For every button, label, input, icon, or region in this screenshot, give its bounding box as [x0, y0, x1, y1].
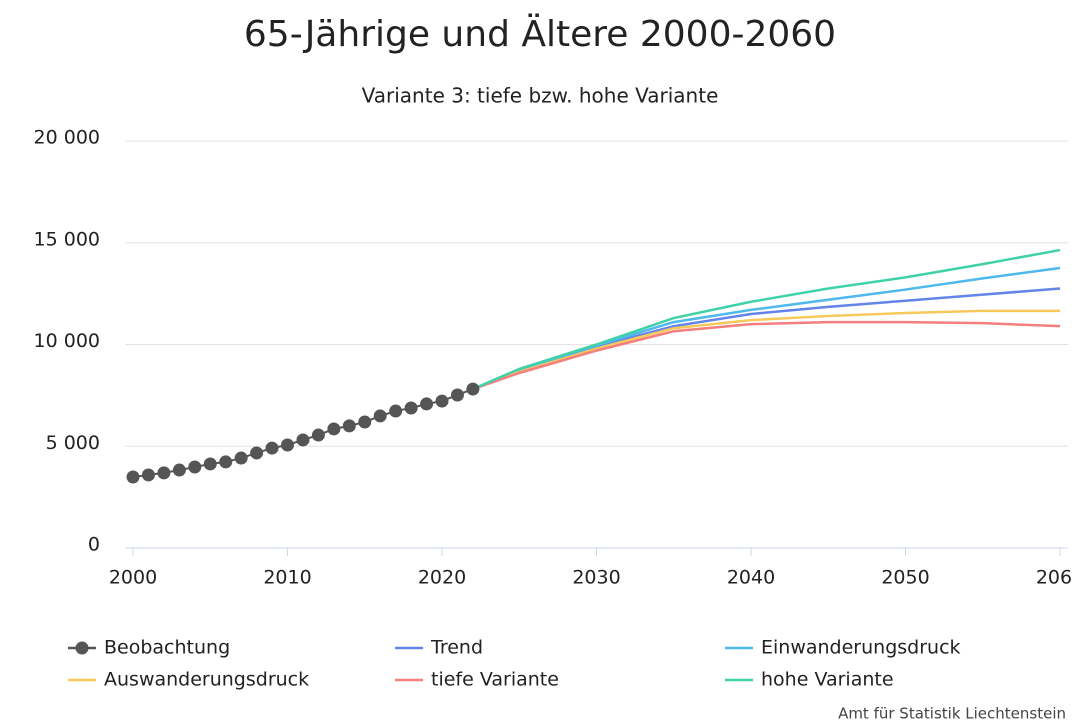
- data-point: [250, 446, 264, 460]
- data-point: [126, 470, 140, 484]
- data-point: [281, 438, 294, 452]
- y-tick-label: 5 000: [46, 432, 100, 454]
- data-point: [188, 460, 202, 474]
- series-line: [472, 287, 1061, 391]
- data-point: [311, 428, 325, 442]
- legend-label: Einwanderungsdruck: [761, 637, 961, 659]
- y-tick-label: 15 000: [34, 228, 100, 250]
- series-line: [472, 320, 1061, 391]
- x-tick-label: 2030: [572, 567, 620, 589]
- series-line: [472, 309, 1060, 391]
- data-point: [435, 394, 449, 408]
- series-line: [472, 248, 1061, 391]
- series-line: [472, 266, 1061, 391]
- data-point: [157, 466, 171, 480]
- data-point: [219, 455, 233, 469]
- legend-marker: [75, 641, 89, 655]
- legend-label: Trend: [430, 637, 483, 659]
- data-point: [373, 409, 387, 423]
- data-point: [450, 388, 464, 402]
- data-point: [420, 397, 434, 411]
- x-tick-label: 2010: [263, 567, 311, 589]
- data-point: [404, 401, 418, 415]
- data-point: [141, 468, 155, 482]
- x-tick-label: 2050: [881, 567, 929, 589]
- data-point: [389, 404, 403, 418]
- data-point: [296, 433, 310, 447]
- data-point: [234, 451, 248, 465]
- source: Amt für Statistik Liechtenstein: [838, 705, 1066, 722]
- legend-label: Auswanderungsdruck: [104, 669, 309, 691]
- legend-label: Beobachtung: [104, 637, 230, 659]
- data-point: [172, 463, 186, 477]
- x-tick-label: 2040: [727, 567, 775, 589]
- chart-subtitle: Variante 3: tiefe bzw. hohe Variante: [362, 84, 719, 108]
- y-tick-label: 20 000: [34, 127, 100, 149]
- data-point: [466, 382, 480, 396]
- y-tick-label: 10 000: [34, 330, 100, 352]
- x-tick-label: 2020: [418, 567, 466, 589]
- x-tick-label: 2060: [1036, 567, 1072, 589]
- legend-label: hohe Variante: [761, 669, 894, 691]
- x-tick-label: 2000: [109, 567, 157, 589]
- y-tick-label: 0: [88, 534, 100, 556]
- data-point: [327, 422, 341, 436]
- data-point: [342, 419, 356, 433]
- data-point: [203, 457, 217, 471]
- data-point: [265, 441, 279, 455]
- data-point: [358, 415, 372, 429]
- chart-title: 65-Jährige und Ältere 2000-2060: [244, 13, 836, 55]
- legend-label: tiefe Variante: [431, 669, 559, 691]
